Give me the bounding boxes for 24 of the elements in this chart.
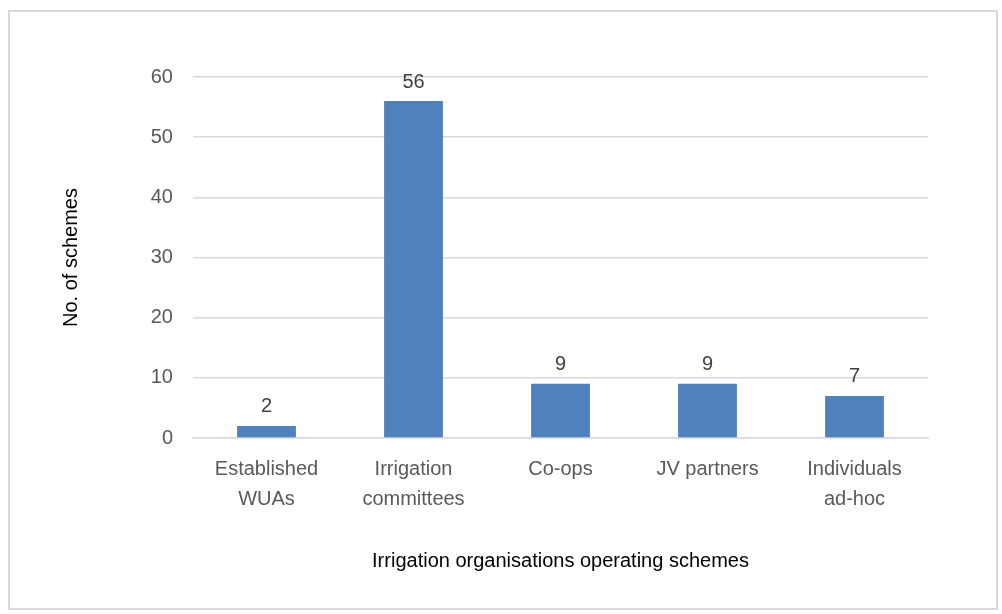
y-axis-title: No. of schemes xyxy=(58,188,81,327)
y-tick-label: 50 xyxy=(150,124,173,147)
bar xyxy=(678,383,737,438)
x-tick-label: JV partners xyxy=(656,456,759,479)
y-tick-label: 20 xyxy=(150,305,173,328)
bar xyxy=(531,383,590,438)
x-tick-label: Established WUAs xyxy=(214,456,319,509)
x-axis-title: Irrigation organisations operating schemes xyxy=(372,548,749,571)
y-tick-label: 60 xyxy=(150,64,173,87)
data-label: 56 xyxy=(402,69,425,92)
bar xyxy=(825,395,884,438)
y-tick-label: 0 xyxy=(161,425,173,448)
data-label: 9 xyxy=(554,352,567,375)
x-tick-label: Co-ops xyxy=(528,456,593,479)
y-tick-label: 40 xyxy=(150,184,173,207)
x-tick-label: Irrigation committees xyxy=(362,456,465,509)
bar xyxy=(384,101,443,438)
bar xyxy=(237,425,296,438)
data-label: 9 xyxy=(701,352,714,375)
y-tick-label: 30 xyxy=(150,245,173,268)
y-tick-label: 10 xyxy=(150,365,173,388)
data-label: 7 xyxy=(848,364,861,387)
data-label: 2 xyxy=(260,394,273,417)
x-tick-label: Individuals ad-hoc xyxy=(807,456,902,509)
